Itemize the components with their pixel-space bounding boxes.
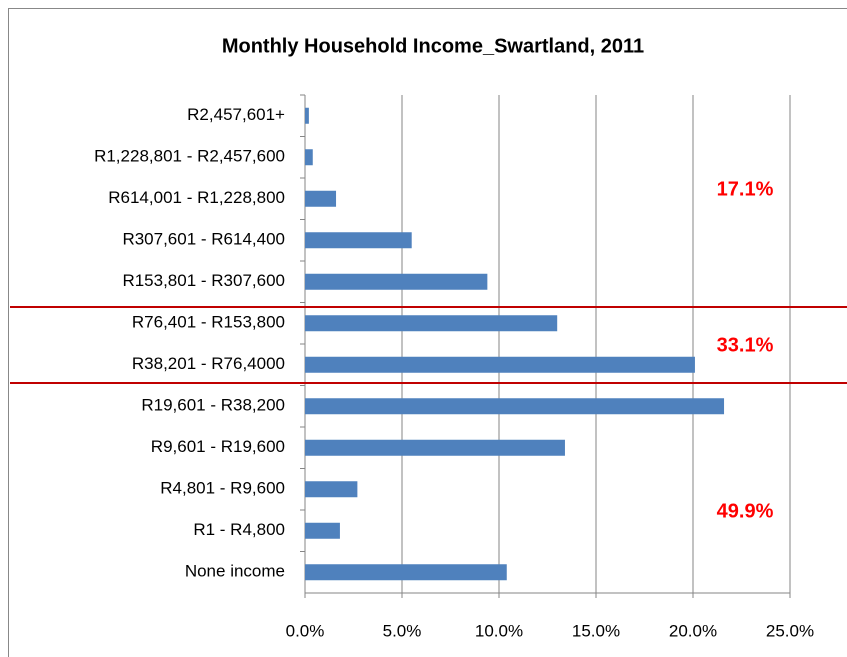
x-tick-label: 25.0% (766, 621, 814, 640)
y-tick-label: R2,457,601+ (187, 105, 285, 124)
annotation: 17.1% (717, 178, 774, 200)
x-tick-label: 15.0% (572, 621, 620, 640)
y-tick-label: R4,801 - R9,600 (160, 479, 285, 498)
x-tick-label: 20.0% (669, 621, 717, 640)
x-tick-label: 0.0% (286, 621, 325, 640)
bar (305, 439, 565, 456)
chart-border (8, 8, 847, 657)
bar (305, 398, 725, 415)
bar (305, 522, 340, 539)
y-tick-label: R1 - R4,800 (193, 520, 285, 539)
annotation: 33.1% (717, 334, 774, 356)
y-tick-label: R153,801 - R307,600 (122, 271, 285, 290)
y-tick-label: R76,401 - R153,800 (132, 313, 285, 332)
x-tick-label: 10.0% (475, 621, 523, 640)
chart-title: Monthly Household Income_Swartland, 2011 (222, 35, 644, 57)
bar (305, 149, 313, 166)
bar (305, 315, 558, 332)
x-tick-label: 5.0% (383, 621, 422, 640)
y-tick-label: R19,601 - R38,200 (141, 396, 285, 415)
bar (305, 481, 358, 498)
y-tick-label: None income (185, 562, 285, 581)
y-tick-label: R614,001 - R1,228,800 (108, 188, 285, 207)
bar (305, 190, 337, 207)
bar (305, 107, 309, 124)
bar (305, 273, 488, 290)
annotation: 49.9% (717, 500, 774, 522)
bar (305, 356, 695, 373)
y-tick-label: R307,601 - R614,400 (122, 230, 285, 249)
bar (305, 232, 412, 249)
bar (305, 564, 507, 581)
y-tick-label: R38,201 - R76,4000 (132, 354, 285, 373)
y-tick-label: R9,601 - R19,600 (151, 437, 285, 456)
y-tick-label: R1,228,801 - R2,457,600 (94, 147, 285, 166)
